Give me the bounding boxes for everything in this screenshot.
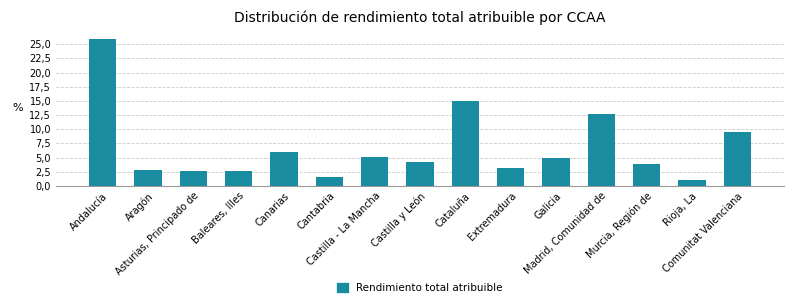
Bar [588,114,615,186]
Bar [678,180,706,186]
Bar [361,157,388,186]
Bar [270,152,298,186]
Bar [89,38,116,186]
Title: Distribución de rendimiento total atribuible por CCAA: Distribución de rendimiento total atribu… [234,10,606,25]
Bar [452,101,479,186]
Bar [633,164,660,186]
Bar [316,178,343,186]
Bar [542,158,570,186]
Bar [724,131,751,186]
Bar [406,162,434,186]
Bar [134,170,162,186]
Bar [180,171,207,186]
Bar [497,168,524,186]
Y-axis label: %: % [13,103,23,113]
Legend: Rendimiento total atribuible: Rendimiento total atribuible [338,283,502,293]
Bar [225,171,252,186]
